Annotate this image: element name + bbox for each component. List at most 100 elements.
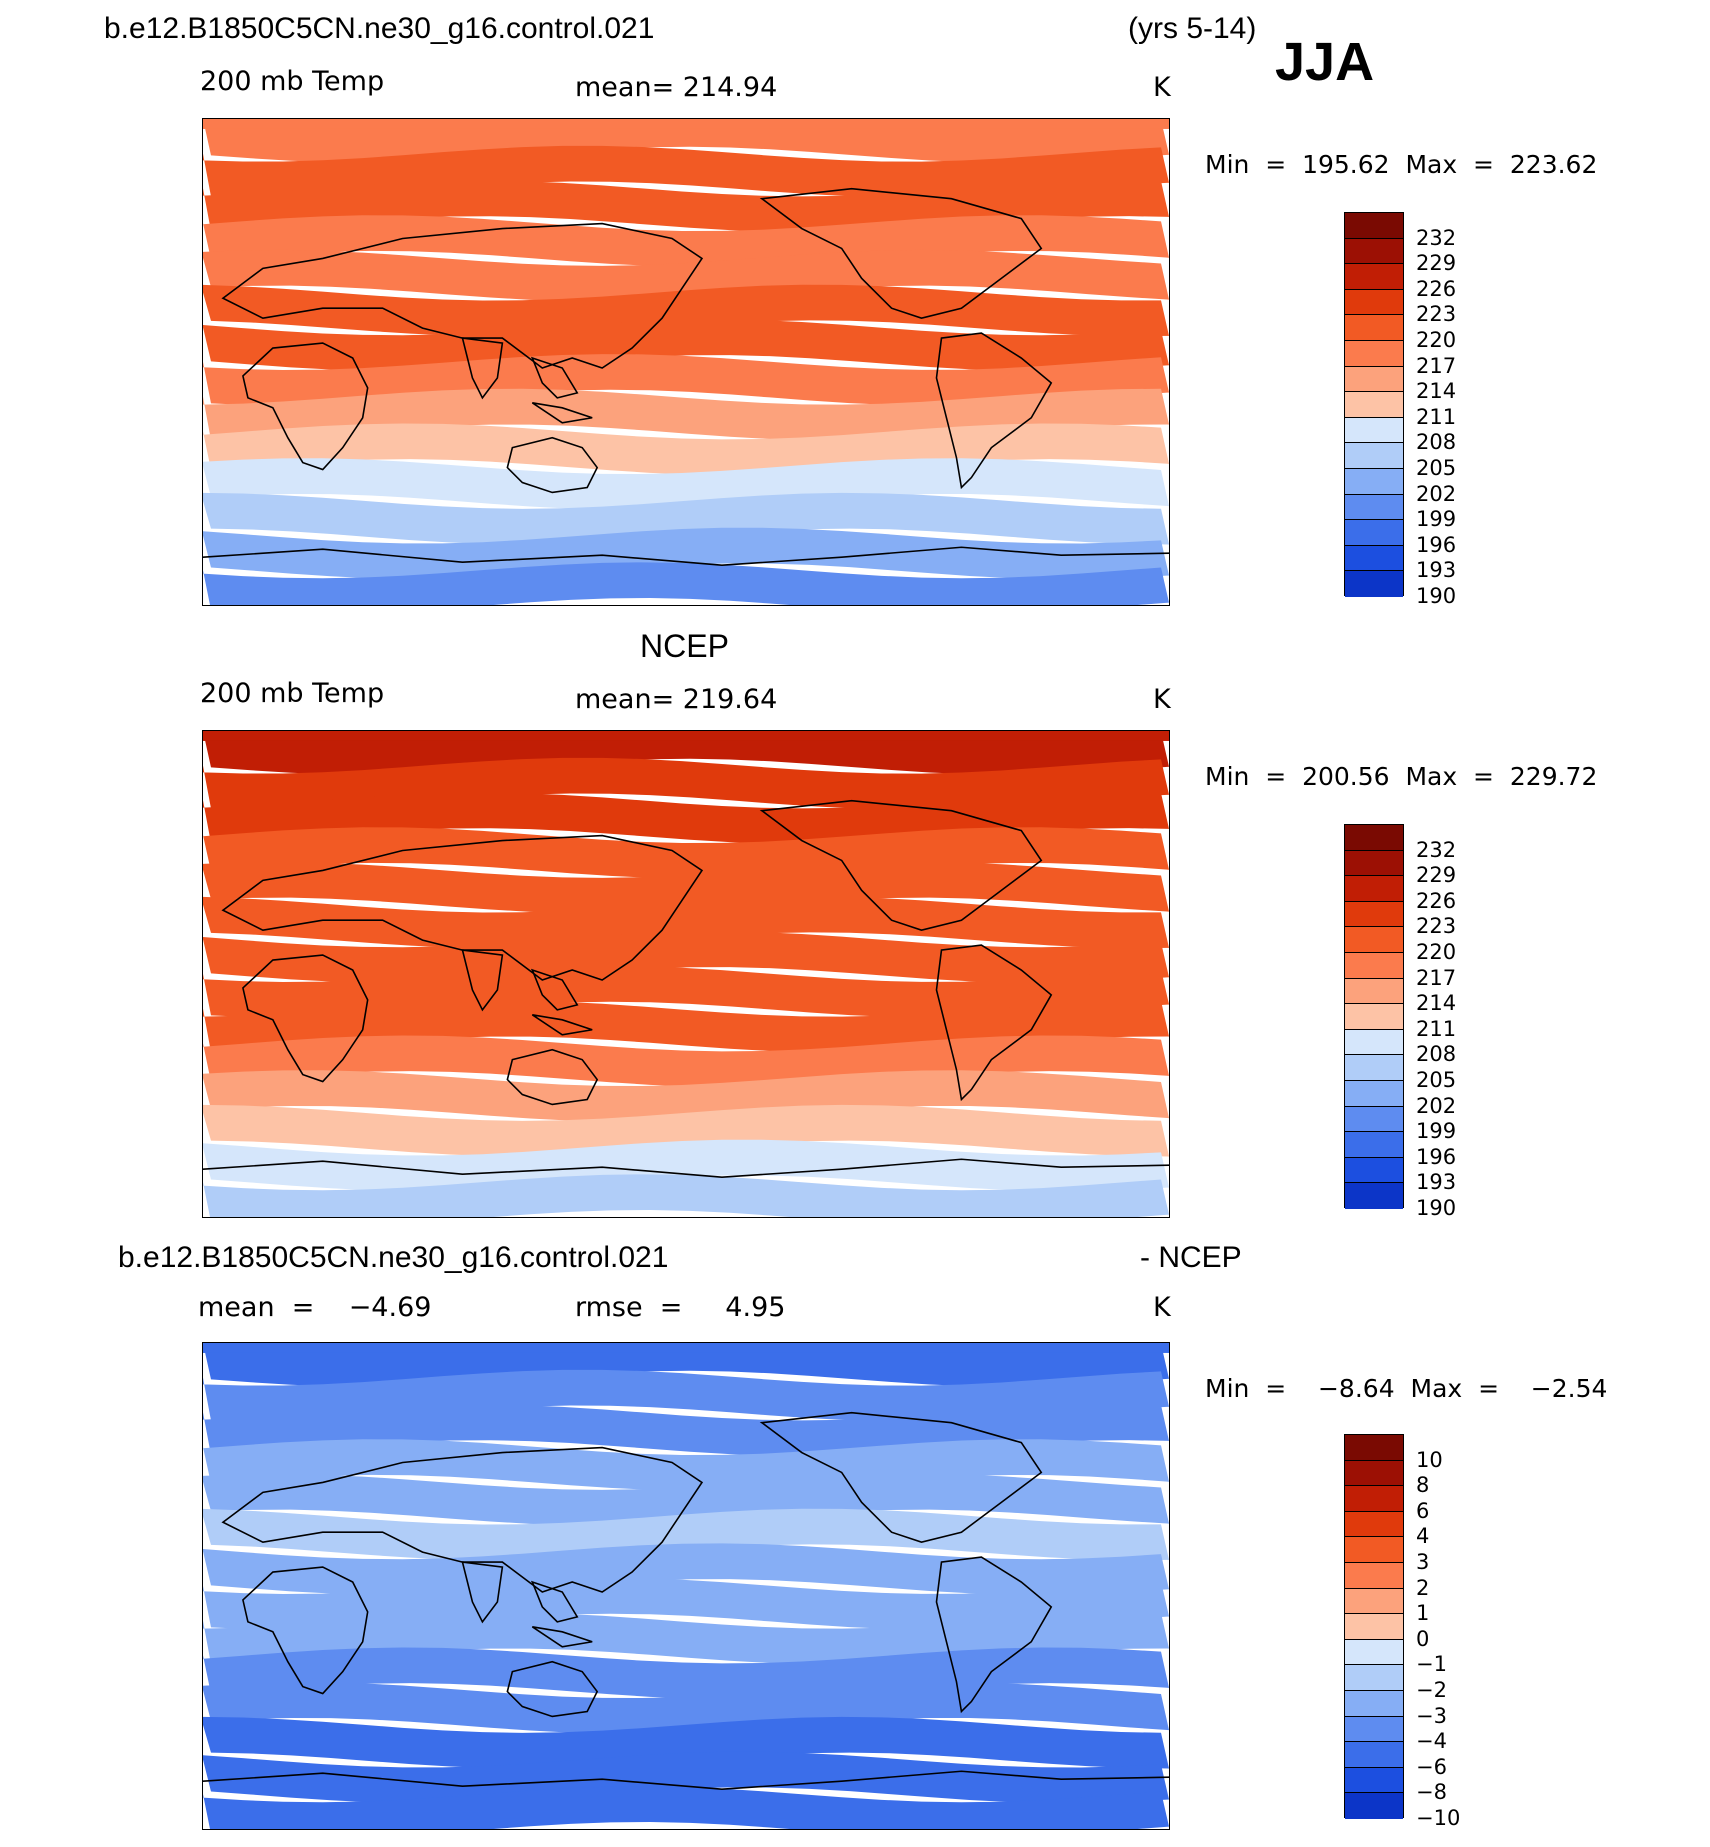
panel2-colorbar — [1344, 824, 1404, 1209]
contour-band — [203, 119, 1169, 163]
contour-band — [203, 731, 1169, 775]
contour-band — [203, 388, 1169, 441]
colorbar-box — [1345, 901, 1403, 928]
colorbar-box — [1345, 1029, 1403, 1056]
colorbar-label: 214 — [1416, 379, 1457, 404]
panel1-variable: 200 mb Temp — [200, 66, 385, 97]
colorbar-label: 208 — [1416, 430, 1457, 455]
colorbar-box — [1345, 571, 1403, 597]
map-svg — [203, 119, 1169, 605]
panel2-title: NCEP — [640, 628, 729, 664]
colorbar-box — [1345, 1511, 1403, 1538]
coastline — [506, 436, 599, 494]
panel1-units: K — [1153, 72, 1171, 103]
coastline — [221, 222, 704, 369]
colorbar-label: 205 — [1416, 1068, 1457, 1092]
colorbar-label: −3 — [1416, 1703, 1447, 1728]
colorbar-label: −8 — [1416, 1780, 1447, 1805]
contour-band — [203, 527, 1169, 580]
contour-band — [203, 1473, 1169, 1526]
panel3-minmax: Min = −8.64 Max = −2.54 — [1205, 1374, 1608, 1403]
colorbar-box — [1345, 443, 1403, 469]
contour-band — [203, 119, 1169, 129]
colorbar-box — [1345, 1639, 1403, 1666]
colorbar-label: 205 — [1416, 456, 1457, 480]
colorbar-box — [1345, 927, 1403, 953]
colorbar-box — [1345, 952, 1403, 979]
contour-band — [203, 319, 1169, 371]
contour-band — [203, 1343, 1169, 1387]
colorbar-label: 4 — [1416, 1524, 1430, 1549]
coastline — [242, 1566, 369, 1695]
panel3-title: b.e12.B1850C5CN.ne30_g16.control.021 — [118, 1241, 669, 1274]
contour-band — [203, 1174, 1169, 1217]
colorbar-label: −10 — [1416, 1806, 1461, 1830]
colorbar-box — [1345, 978, 1403, 1005]
panel3-title-right: - NCEP — [1140, 1241, 1242, 1274]
coastline — [242, 954, 369, 1083]
colorbar-label: 6 — [1416, 1498, 1430, 1523]
colorbar-label: 229 — [1416, 251, 1457, 276]
coastline — [242, 342, 369, 471]
panel1-minmax: Min = 195.62 Max = 223.62 — [1205, 150, 1598, 179]
colorbar-label: 199 — [1416, 1119, 1457, 1144]
coastline — [461, 337, 504, 400]
coastline — [935, 1556, 1053, 1714]
coastline — [531, 402, 593, 424]
coastline — [221, 1446, 704, 1593]
contour-band — [203, 1786, 1169, 1829]
colorbar-box — [1345, 264, 1403, 290]
panel1-colorbar — [1344, 212, 1404, 597]
contour-band — [203, 1104, 1169, 1157]
coastline — [530, 356, 579, 399]
colorbar-label: 8 — [1416, 1473, 1430, 1498]
colorbar-box — [1345, 825, 1403, 851]
colorbar-label: 211 — [1416, 404, 1457, 429]
colorbar-label: 199 — [1416, 507, 1457, 532]
colorbar-box — [1345, 238, 1403, 265]
colorbar-box — [1345, 494, 1403, 521]
colorbar-box — [1345, 1716, 1403, 1743]
colorbar-label: 2 — [1416, 1575, 1430, 1600]
panel3-colorbar — [1344, 1434, 1404, 1819]
colorbar-label: 10 — [1416, 1447, 1443, 1472]
colorbar-label: 0 — [1416, 1626, 1430, 1651]
panel2-mean: mean= 219.64 — [575, 684, 778, 715]
panel2-minmax: Min = 200.56 Max = 229.72 — [1205, 762, 1598, 791]
contour-band — [203, 896, 1169, 949]
colorbar-box — [1345, 1742, 1403, 1768]
coastline — [461, 1561, 504, 1624]
colorbar-box — [1345, 876, 1403, 902]
colorbar-label: −2 — [1416, 1678, 1447, 1702]
contour-band — [203, 1543, 1169, 1595]
colorbar-box — [1345, 1665, 1403, 1691]
colorbar-label: 196 — [1416, 1144, 1457, 1169]
colorbar-box — [1345, 340, 1403, 367]
colorbar-label: 226 — [1416, 888, 1457, 913]
colorbar-box — [1345, 1767, 1403, 1794]
colorbar-box — [1345, 1537, 1403, 1563]
map-svg — [203, 1343, 1169, 1829]
colorbar-box — [1345, 1132, 1403, 1158]
coastline — [530, 1580, 579, 1623]
colorbar-label: 190 — [1416, 1196, 1457, 1220]
panel3-rmse: rmse = 4.95 — [575, 1292, 786, 1323]
coastline — [759, 799, 1043, 932]
colorbar-label: 202 — [1416, 481, 1457, 506]
colorbar-box — [1345, 1562, 1403, 1589]
case-name-title: b.e12.B1850C5CN.ne30_g16.control.021 — [104, 12, 655, 45]
contour-band — [203, 1682, 1169, 1734]
coastline — [935, 332, 1053, 490]
colorbar-label: 223 — [1416, 914, 1457, 939]
contour-band — [203, 1716, 1169, 1769]
colorbar-label: 220 — [1416, 328, 1457, 352]
colorbar-label: 190 — [1416, 584, 1457, 608]
colorbar-box — [1345, 1614, 1403, 1640]
colorbar-label: 193 — [1416, 558, 1457, 583]
panel3-map — [202, 1342, 1170, 1830]
coastline — [530, 968, 579, 1011]
panel3-mean: mean = −4.69 — [198, 1292, 432, 1323]
contour-band — [203, 1000, 1169, 1053]
colorbar-box — [1345, 545, 1403, 572]
panel1-map — [202, 118, 1170, 606]
